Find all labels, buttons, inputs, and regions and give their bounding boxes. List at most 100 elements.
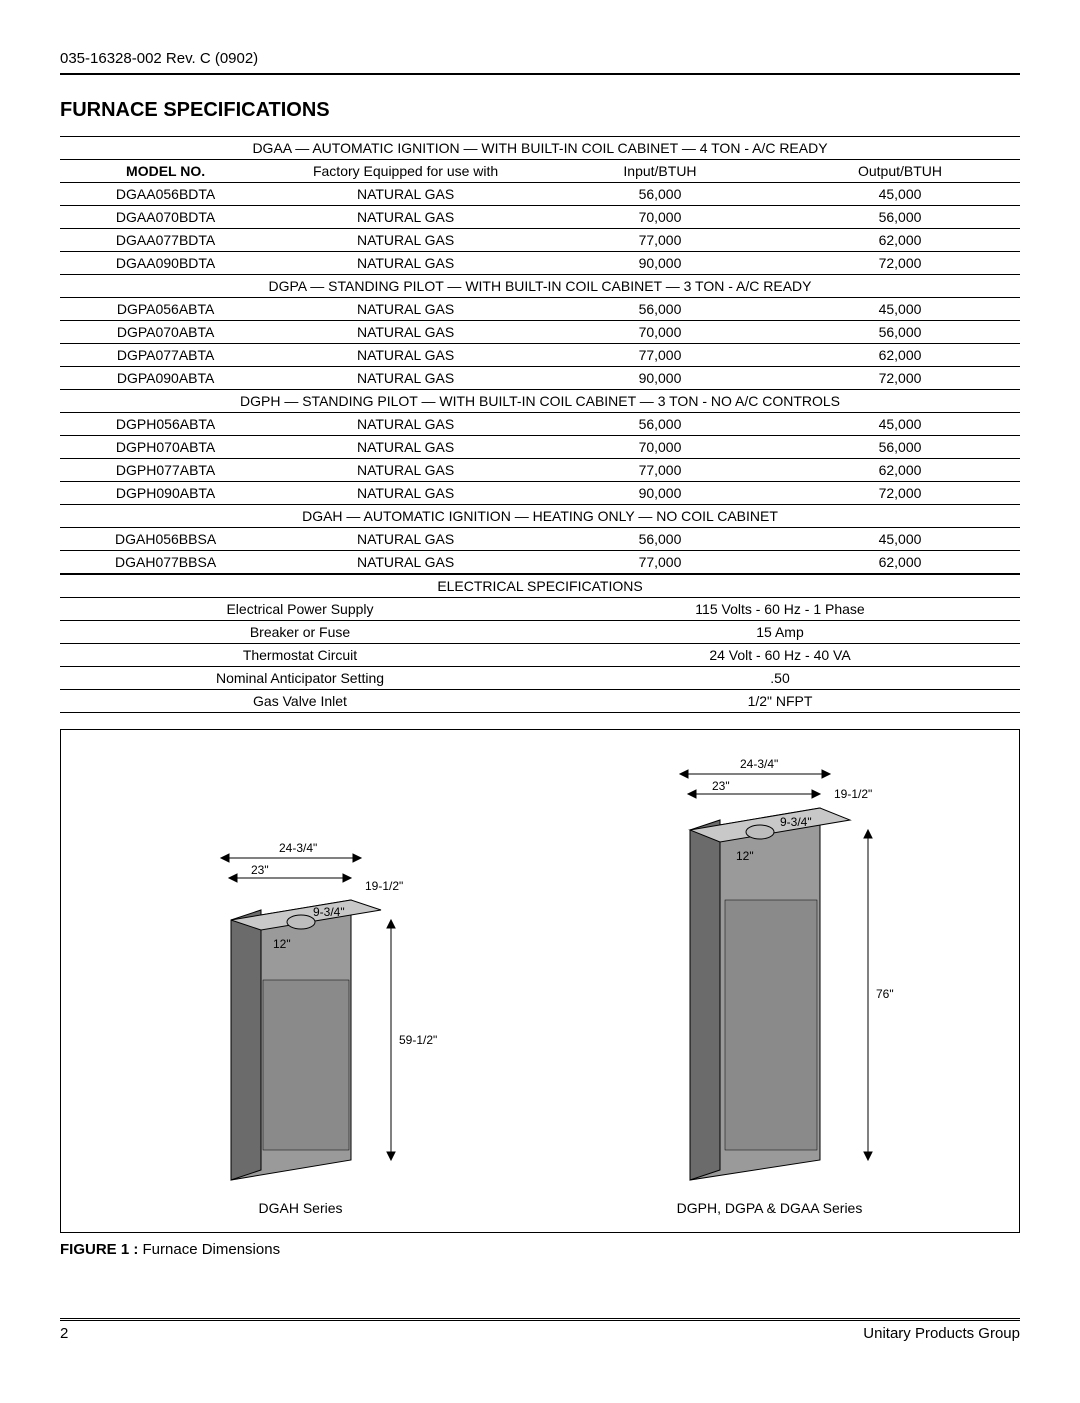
electrical-row: Gas Valve Inlet1/2" NFPT [60,690,1020,713]
group-header: DGPH — STANDING PILOT — WITH BUILT-IN CO… [60,390,1020,413]
spec-row: DGPH070ABTANATURAL GAS70,00056,000 [60,436,1020,459]
dim-12: 12" [273,937,291,951]
electrical-table: ELECTRICAL SPECIFICATIONSElectrical Powe… [60,574,1020,713]
spec-cell-input: 70,000 [540,321,780,344]
spec-cell-model: DGPH070ABTA [60,436,271,459]
spec-cell-equipped: NATURAL GAS [271,528,540,551]
figure-caption-bold: FIGURE 1 : [60,1241,138,1258]
electrical-label: Breaker or Fuse [60,621,540,644]
spec-cell-equipped: NATURAL GAS [271,459,540,482]
spec-cell-model: DGAH056BBSA [60,528,271,551]
spec-cell-model: DGPH077ABTA [60,459,271,482]
spec-row: DGAA056BDTANATURAL GAS56,00045,000 [60,183,1020,206]
spec-cell-output: 45,000 [780,413,1020,436]
electrical-header: ELECTRICAL SPECIFICATIONS [60,575,1020,598]
spec-cell-model: DGAA070BDTA [60,206,271,229]
footer-group: Unitary Products Group [863,1325,1020,1342]
spec-cell-output: 45,000 [780,528,1020,551]
spec-cell-output: 72,000 [780,482,1020,505]
spec-cell-equipped: NATURAL GAS [271,252,540,275]
spec-cell-model: DGAA056BDTA [60,183,271,206]
page-footer: 2 Unitary Products Group [60,1318,1020,1342]
dim-9-34-r: 9-3/4" [780,815,812,829]
spec-cell-input: 56,000 [540,528,780,551]
spec-cell-equipped: NATURAL GAS [271,206,540,229]
figure-left-label: DGAH Series [151,1200,451,1216]
spec-cell-model: DGPA077ABTA [60,344,271,367]
figure-right-label: DGPH, DGPA & DGAA Series [610,1200,930,1216]
spec-cell-output: 62,000 [780,551,1020,574]
dim-23: 23" [251,863,269,877]
figure-box: 24-3/4" 23" 19-1/2" 9-3/4" 12" [60,729,1020,1233]
electrical-value: 115 Volts - 60 Hz - 1 Phase [540,598,1020,621]
spec-row: DGAA070BDTANATURAL GAS70,00056,000 [60,206,1020,229]
document-header: 035-16328-002 Rev. C (0902) [60,50,1020,75]
spec-cell-output: 62,000 [780,229,1020,252]
figure-left: 24-3/4" 23" 19-1/2" 9-3/4" 12" [151,830,451,1216]
spec-cell-output: 72,000 [780,367,1020,390]
col-header-input: Input/BTUH [540,160,780,183]
figure-caption-rest: Furnace Dimensions [138,1241,280,1258]
col-header-equipped: Factory Equipped for use with [271,160,540,183]
spec-cell-input: 77,000 [540,229,780,252]
spec-cell-input: 77,000 [540,344,780,367]
dim-height-short: 59-1/2" [399,1033,437,1047]
spec-cell-equipped: NATURAL GAS [271,482,540,505]
spec-row: DGPA056ABTANATURAL GAS56,00045,000 [60,298,1020,321]
spec-cell-equipped: NATURAL GAS [271,344,540,367]
spec-cell-input: 56,000 [540,183,780,206]
spec-cell-input: 77,000 [540,551,780,574]
spec-row: DGPH077ABTANATURAL GAS77,00062,000 [60,459,1020,482]
col-header-model: MODEL NO. [60,160,271,183]
spec-row: DGAA090BDTANATURAL GAS90,00072,000 [60,252,1020,275]
spec-cell-output: 62,000 [780,344,1020,367]
section-title: FURNACE SPECIFICATIONS [60,99,1020,122]
spec-cell-equipped: NATURAL GAS [271,436,540,459]
group-header: DGAA — AUTOMATIC IGNITION — WITH BUILT-I… [60,137,1020,160]
spec-cell-model: DGPA090ABTA [60,367,271,390]
spec-cell-input: 70,000 [540,206,780,229]
spec-cell-input: 90,000 [540,252,780,275]
spec-cell-output: 56,000 [780,206,1020,229]
spec-cell-output: 45,000 [780,298,1020,321]
dim-height-tall: 76" [876,987,894,1001]
dim-9-34: 9-3/4" [313,905,345,919]
spec-cell-input: 56,000 [540,413,780,436]
spec-cell-equipped: NATURAL GAS [271,413,540,436]
spec-cell-equipped: NATURAL GAS [271,551,540,574]
col-header-output: Output/BTUH [780,160,1020,183]
spec-cell-equipped: NATURAL GAS [271,229,540,252]
spec-cell-input: 77,000 [540,459,780,482]
spec-cell-equipped: NATURAL GAS [271,298,540,321]
dim-19-12: 19-1/2" [365,879,403,893]
spec-cell-output: 56,000 [780,321,1020,344]
dim-23-r: 23" [712,779,730,793]
spec-cell-output: 45,000 [780,183,1020,206]
spec-cell-output: 72,000 [780,252,1020,275]
figure-right: 24-3/4" 23" 19-1/2" 9-3/4" 12" 76" DGPH,… [610,750,930,1216]
spec-row: DGAH056BBSANATURAL GAS56,00045,000 [60,528,1020,551]
spec-cell-output: 62,000 [780,459,1020,482]
electrical-label: Electrical Power Supply [60,598,540,621]
spec-cell-model: DGAA077BDTA [60,229,271,252]
spec-row: DGAA077BDTANATURAL GAS77,00062,000 [60,229,1020,252]
electrical-label: Gas Valve Inlet [60,690,540,713]
spec-cell-input: 90,000 [540,482,780,505]
electrical-row: Nominal Anticipator Setting.50 [60,667,1020,690]
spec-cell-model: DGPA070ABTA [60,321,271,344]
spec-cell-model: DGAA090BDTA [60,252,271,275]
dim-24-34-r: 24-3/4" [740,757,778,771]
electrical-value: 15 Amp [540,621,1020,644]
spec-row: DGAH077BBSANATURAL GAS77,00062,000 [60,551,1020,574]
spec-cell-model: DGPH090ABTA [60,482,271,505]
spec-row: DGPH090ABTANATURAL GAS90,00072,000 [60,482,1020,505]
dim-12-r: 12" [736,849,754,863]
spec-cell-model: DGPA056ABTA [60,298,271,321]
spec-cell-input: 90,000 [540,367,780,390]
page-number: 2 [60,1325,68,1342]
electrical-label: Nominal Anticipator Setting [60,667,540,690]
spec-table: DGAA — AUTOMATIC IGNITION — WITH BUILT-I… [60,136,1020,574]
dgah-furnace-diagram: 24-3/4" 23" 19-1/2" 9-3/4" 12" [151,830,451,1190]
electrical-value: 1/2" NFPT [540,690,1020,713]
spec-cell-equipped: NATURAL GAS [271,367,540,390]
